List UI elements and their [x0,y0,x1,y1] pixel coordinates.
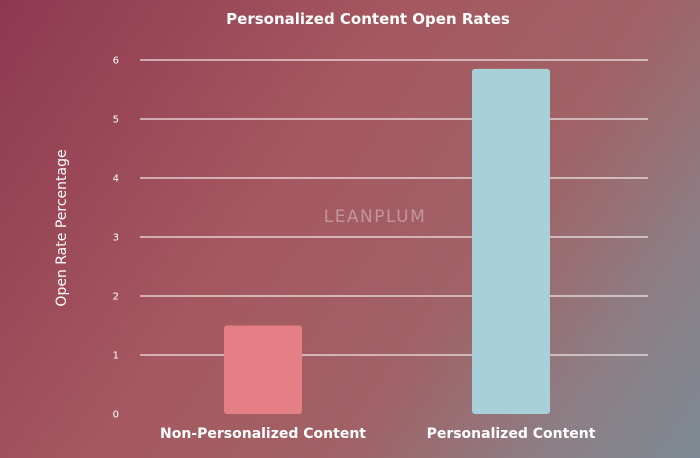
y-tick-label: 4 [113,174,119,185]
y-tick-label: 3 [113,233,119,244]
x-axis-ticks: Non-Personalized Content Personalized Con… [160,426,596,442]
y-axis-ticks: 0 1 2 3 4 5 6 [113,56,119,421]
chart-title: Personalized Content Open Rates [226,10,510,28]
bar-personalized [472,68,550,414]
x-tick-label: Personalized Content [427,426,596,442]
y-tick-label: 2 [113,292,119,303]
y-tick-label: 0 [113,410,119,421]
y-tick-label: 6 [113,56,119,67]
y-axis-label: Open Rate Percentage [54,149,70,306]
x-tick-label: Non-Personalized Content [160,426,366,442]
y-tick-label: 5 [113,115,119,126]
bar-non-personalized [224,325,302,414]
watermark-logo: LEANPLUM [324,207,427,227]
gridlines [140,59,648,356]
bars [224,68,550,414]
y-tick-label: 1 [113,351,119,362]
